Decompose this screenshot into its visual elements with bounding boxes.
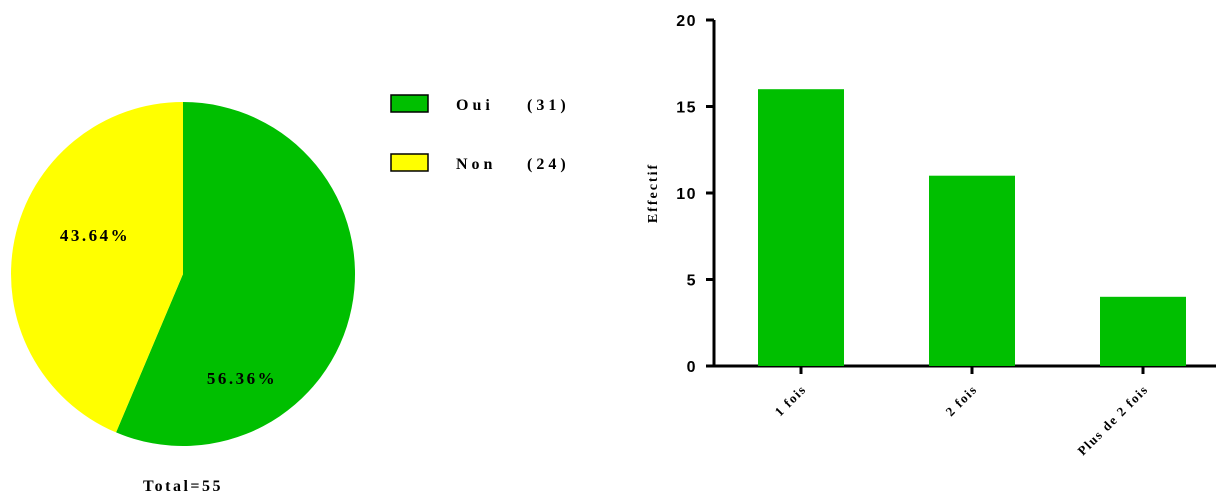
legend-swatch-non (390, 153, 429, 172)
y-tick-label: 20 (676, 13, 697, 30)
y-tick-label: 10 (676, 186, 697, 203)
y-tick-label: 5 (687, 273, 697, 290)
y-tick-label: 15 (676, 100, 697, 117)
pie-slice-non (11, 102, 184, 433)
x-tick-label: 1 fois (771, 382, 809, 420)
bar-1 (758, 89, 844, 366)
bar-2 (929, 175, 1015, 366)
pie-slice-oui (116, 102, 356, 446)
bar-3 (1100, 296, 1186, 366)
x-tick-label: 2 fois (942, 382, 980, 420)
bar-chart: 0 5 10 15 20 Effectif 1 fois 2 fois Plus de 2 fo… (646, 13, 1216, 458)
legend-label-oui: Oui (456, 97, 494, 114)
legend-count-oui: (31) (527, 97, 570, 114)
pie-legend: Oui (31) Non (24) (390, 94, 570, 173)
pie-total-label: Total=55 (143, 478, 223, 491)
legend-swatch-oui (390, 94, 429, 113)
legend-count-non: (24) (527, 156, 570, 173)
x-tick-label: Plus de 2 fois (1074, 382, 1151, 459)
pie-label-non-percent: 43.64% (60, 226, 130, 245)
y-tick-label: 0 (687, 359, 697, 376)
pie-chart: 56.36% 43.64% Total=55 (11, 102, 356, 495)
y-axis-label: Effectif (646, 163, 661, 223)
pie-label-oui-percent: 56.36% (207, 369, 277, 388)
legend-label-non: Non (456, 156, 496, 173)
